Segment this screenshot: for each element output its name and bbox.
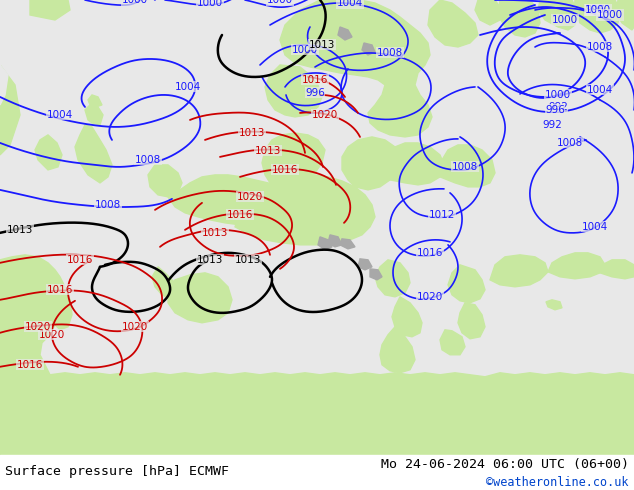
Text: 1013: 1013: [239, 128, 265, 138]
Text: 1020: 1020: [417, 292, 443, 302]
Text: 1008: 1008: [587, 42, 613, 52]
Polygon shape: [0, 335, 50, 375]
Polygon shape: [390, 143, 445, 185]
Polygon shape: [490, 255, 548, 287]
Polygon shape: [85, 105, 103, 125]
Text: 996: 996: [585, 5, 605, 15]
Polygon shape: [458, 303, 485, 339]
Text: 1013: 1013: [255, 146, 281, 156]
Polygon shape: [30, 0, 70, 20]
Polygon shape: [342, 137, 400, 190]
Text: 992: 992: [542, 120, 562, 130]
Polygon shape: [600, 260, 634, 279]
Text: 996: 996: [545, 105, 565, 115]
Polygon shape: [338, 27, 352, 40]
Text: 1016: 1016: [67, 255, 93, 265]
Polygon shape: [88, 95, 102, 107]
Text: 1008: 1008: [452, 162, 478, 172]
Text: 1016: 1016: [417, 248, 443, 258]
Polygon shape: [448, 265, 485, 303]
Text: 1013: 1013: [7, 225, 33, 235]
Polygon shape: [148, 165, 182, 197]
Polygon shape: [235, 175, 375, 245]
Polygon shape: [280, 0, 432, 137]
Text: 1004: 1004: [47, 110, 73, 120]
Text: 1013: 1013: [197, 255, 223, 265]
Text: 1016: 1016: [227, 210, 253, 220]
Polygon shape: [328, 235, 342, 247]
Text: 1020: 1020: [39, 330, 65, 340]
Polygon shape: [616, 0, 634, 30]
Polygon shape: [318, 237, 332, 250]
Polygon shape: [358, 259, 372, 270]
Text: 1008: 1008: [377, 48, 403, 58]
Polygon shape: [475, 0, 502, 25]
Text: 1000: 1000: [545, 90, 571, 100]
Text: 1000: 1000: [292, 45, 318, 55]
Polygon shape: [428, 0, 478, 47]
Text: 1016: 1016: [302, 75, 328, 85]
Polygon shape: [548, 253, 605, 279]
Polygon shape: [392, 297, 422, 337]
Text: 1008: 1008: [95, 200, 121, 210]
Polygon shape: [498, 0, 540, 37]
Polygon shape: [0, 255, 72, 330]
Polygon shape: [538, 0, 578, 30]
Text: 996: 996: [305, 88, 325, 98]
Polygon shape: [262, 133, 325, 183]
Polygon shape: [0, 0, 20, 155]
Polygon shape: [152, 267, 178, 300]
Text: 1016: 1016: [272, 165, 298, 175]
Polygon shape: [340, 239, 355, 249]
Polygon shape: [362, 43, 375, 55]
Polygon shape: [0, 293, 55, 340]
Text: 1013: 1013: [202, 228, 228, 238]
Polygon shape: [370, 269, 382, 280]
Text: 1013: 1013: [235, 255, 261, 265]
Text: Mo 24-06-2024 06:00 UTC (06+00): Mo 24-06-2024 06:00 UTC (06+00): [381, 458, 629, 471]
Polygon shape: [168, 273, 232, 323]
Text: 1000: 1000: [552, 15, 578, 25]
Text: 1004: 1004: [337, 0, 363, 8]
Polygon shape: [0, 373, 634, 455]
Text: 1008: 1008: [557, 138, 583, 148]
Text: ©weatheronline.co.uk: ©weatheronline.co.uk: [486, 476, 629, 489]
Polygon shape: [75, 125, 112, 183]
Text: 1008: 1008: [135, 155, 161, 165]
Text: 1013: 1013: [309, 40, 335, 50]
Text: 1004: 1004: [175, 82, 201, 92]
Polygon shape: [440, 145, 495, 187]
Polygon shape: [440, 330, 465, 355]
Text: 1000: 1000: [597, 10, 623, 20]
Polygon shape: [380, 327, 415, 373]
Text: 1000: 1000: [122, 0, 148, 5]
Polygon shape: [35, 135, 62, 170]
Text: 1000: 1000: [267, 0, 293, 5]
Polygon shape: [265, 65, 322, 117]
Text: 1012: 1012: [429, 210, 455, 220]
Text: 1000: 1000: [197, 0, 223, 8]
Text: Surface pressure [hPa] ECMWF: Surface pressure [hPa] ECMWF: [5, 465, 229, 478]
Text: 1004: 1004: [582, 222, 608, 232]
Text: 1004: 1004: [587, 85, 613, 95]
Text: 1020: 1020: [237, 192, 263, 202]
Polygon shape: [168, 175, 288, 227]
Polygon shape: [375, 260, 410, 297]
Bar: [0, 455, 634, 490]
Text: 1016: 1016: [17, 360, 43, 370]
Polygon shape: [574, 0, 620, 33]
Text: 992: 992: [548, 102, 568, 112]
Polygon shape: [0, 0, 8, 105]
Text: 1020: 1020: [25, 322, 51, 332]
Text: 1020: 1020: [122, 322, 148, 332]
Polygon shape: [546, 300, 562, 310]
Text: 1000: 1000: [585, 5, 611, 15]
Text: 1020: 1020: [312, 110, 338, 120]
Text: 1016: 1016: [47, 285, 73, 295]
